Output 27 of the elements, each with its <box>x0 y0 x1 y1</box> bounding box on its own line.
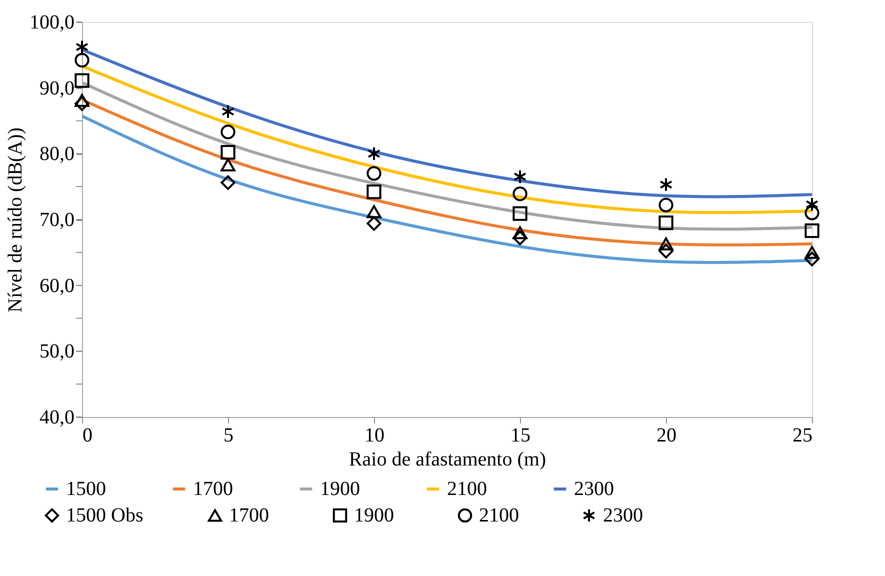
legend-label: 2100 <box>447 478 487 500</box>
legend-label: 2300 <box>574 478 614 500</box>
x-tick-label: 10 <box>364 424 384 446</box>
x-tick-label: 25 <box>792 424 812 446</box>
y-axis-title: Nível de ruído (dB(A)) <box>4 128 26 312</box>
y-tick-label: 60,0 <box>40 274 74 297</box>
y-tick-label: 90,0 <box>40 77 74 100</box>
y-tick-label: 100,0 <box>30 12 74 34</box>
legend-label: 1500 <box>66 478 106 500</box>
y-tick-label: 50,0 <box>40 340 74 363</box>
legend-label: 1500 Obs <box>66 504 144 526</box>
line-series <box>82 48 812 198</box>
x-tick-label: 0 <box>82 424 92 446</box>
x-tick-label: 20 <box>656 424 676 446</box>
y-tick-label: 70,0 <box>40 209 74 231</box>
x-tick-label: 15 <box>510 424 530 446</box>
legend-label: 2100 <box>479 504 519 526</box>
legend-label: 1900 <box>320 478 360 500</box>
x-tick-label: 5 <box>224 424 234 446</box>
legend-label: 1900 <box>354 504 394 526</box>
legend-label: 1700 <box>193 478 233 500</box>
legend-label: 1700 <box>229 504 269 526</box>
y-tick-label: 40,0 <box>40 406 74 428</box>
legend-label: 2300 <box>603 504 643 526</box>
x-axis-title: Raio de afastamento (m) <box>348 448 546 470</box>
line-series <box>82 64 812 214</box>
y-tick-label: 80,0 <box>40 143 74 166</box>
